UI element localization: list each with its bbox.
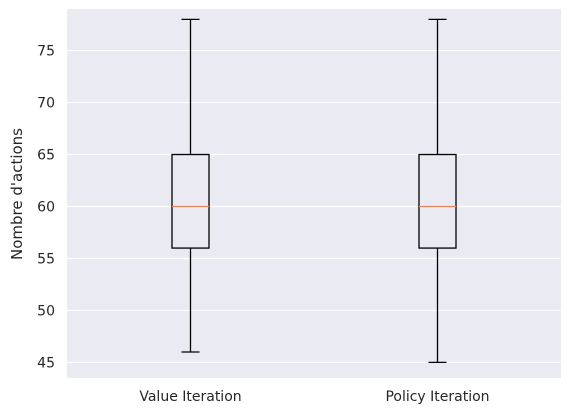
y-axis-title: Nombre d'actions: [8, 128, 26, 260]
box-1: [171, 18, 210, 353]
y-tick-label: 75: [37, 44, 55, 60]
box-2: [418, 18, 457, 364]
y-tick-label: 50: [37, 303, 55, 319]
y-tick-label: 70: [37, 96, 55, 112]
x-axis-ticks: Value Iteration Policy Iteration: [139, 389, 489, 405]
y-axis-ticks: 45 50 55 60 65 70 75: [37, 44, 55, 372]
boxes: [171, 18, 457, 364]
grid-lines: [67, 49, 561, 364]
y-tick-label: 60: [37, 199, 55, 215]
box-iqr: [418, 153, 457, 249]
box-iqr: [171, 153, 210, 249]
y-tick-label: 45: [37, 355, 55, 371]
y-tick-label: 55: [37, 251, 55, 267]
y-tick-label: 65: [37, 148, 55, 164]
x-tick-label: Value Iteration: [139, 389, 241, 405]
plot-area: [67, 9, 561, 378]
x-tick-label: Policy Iteration: [385, 389, 489, 405]
